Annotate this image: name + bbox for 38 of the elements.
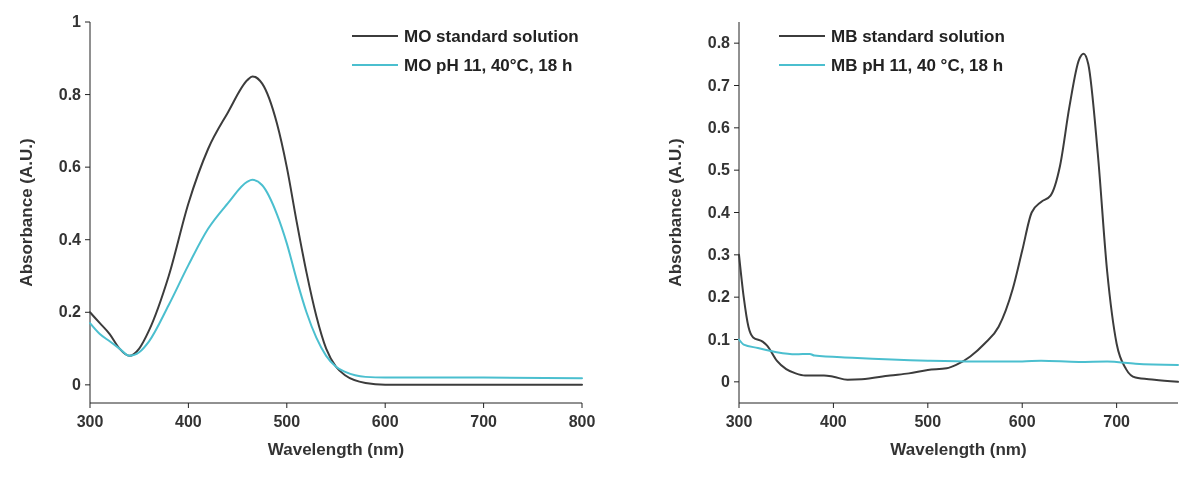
y-tick-label: 0 (721, 372, 731, 390)
legend-label: MB pH 11, 40 °C, 18 h (831, 56, 1004, 75)
y-tick-label: 0.3 (707, 245, 731, 263)
y-tick-label: 0.4 (58, 230, 82, 248)
y-tick-label: 0.7 (707, 76, 731, 94)
x-tick-label: 600 (1008, 413, 1036, 430)
line-series (89, 75, 583, 386)
x-tick-label: 400 (820, 413, 847, 430)
x-tick-label: 300 (725, 413, 753, 430)
y-tick-label: 0.1 (707, 330, 731, 348)
line-series (738, 338, 1179, 366)
y-tick-label: 0.5 (707, 161, 731, 179)
y-tick-label: 1 (72, 13, 82, 30)
y-tick-label: 0.6 (707, 118, 731, 136)
y-tick-label: 0.8 (58, 85, 82, 103)
x-tick-label: 300 (76, 413, 104, 430)
x-tick-label: 800 (568, 413, 596, 430)
y-tick-label: 0.2 (58, 303, 82, 321)
line-series (738, 52, 1179, 383)
x-tick-label: 500 (273, 413, 301, 430)
x-tick-label: 400 (175, 413, 202, 430)
x-axis-title: Wavelength (nm) (267, 440, 405, 459)
y-axis-title: Absorbance (A.U.) (666, 138, 685, 287)
legend-label: MO pH 11, 40°C, 18 h (404, 56, 573, 75)
x-tick-label: 700 (1103, 413, 1131, 430)
x-tick-label: 700 (470, 413, 498, 430)
x-tick-label: 600 (371, 413, 399, 430)
x-axis-title: Wavelength (nm) (890, 440, 1027, 459)
y-tick-label: 0.6 (58, 158, 82, 176)
legend-label: MB standard solution (831, 27, 1005, 46)
x-tick-label: 500 (914, 413, 942, 430)
y-axis-title: Absorbance (A.U.) (17, 138, 36, 287)
y-tick-label: 0.2 (707, 288, 731, 306)
y-tick-label: 0 (72, 375, 82, 393)
line-series (89, 178, 583, 380)
y-tick-label: 0.8 (707, 34, 731, 52)
legend-label: MO standard solution (404, 27, 579, 46)
y-tick-label: 0.4 (707, 203, 731, 221)
